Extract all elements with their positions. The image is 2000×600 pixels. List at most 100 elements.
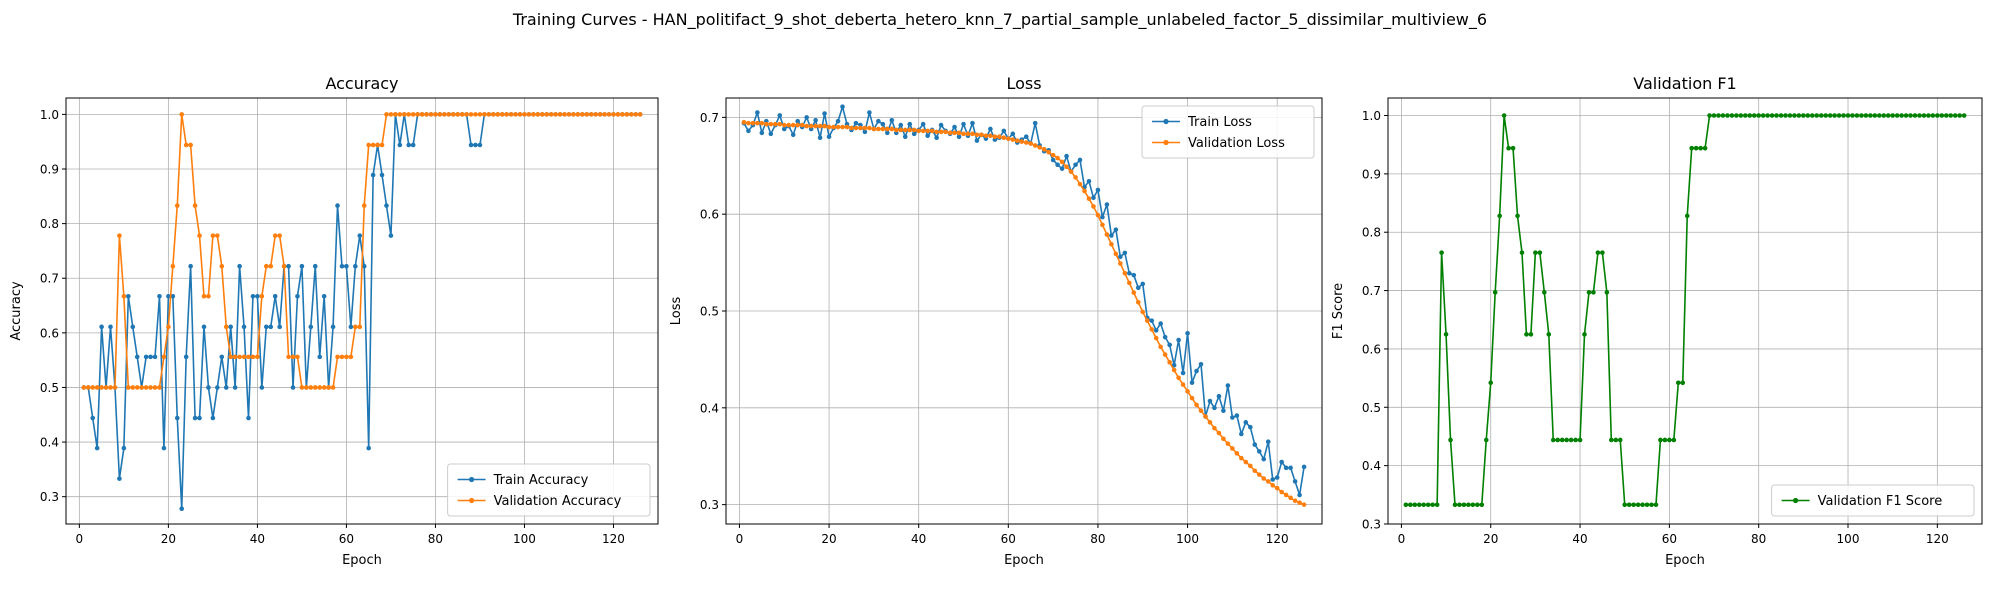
validation-f1-score-point (1430, 502, 1435, 508)
validation-f1-score-point (1475, 502, 1480, 508)
validation-loss-point (1176, 375, 1181, 381)
validation-f1-score-point (1515, 213, 1520, 219)
validation-accuracy-point (593, 112, 598, 117)
validation-f1-score-point (1729, 113, 1735, 118)
validation-f1-score-point (1926, 113, 1931, 118)
validation-accuracy-point (393, 112, 398, 117)
validation-f1-score-point (1742, 113, 1748, 118)
validation-f1-score-point (1885, 113, 1891, 118)
validation-loss-point (1131, 290, 1137, 295)
validation-loss-point (1050, 152, 1056, 158)
train-accuracy-point (264, 324, 269, 330)
train-accuracy-point (166, 293, 171, 299)
validation-accuracy-point (121, 293, 127, 299)
validation-loss-point (871, 126, 877, 132)
validation-accuracy-point (370, 142, 376, 148)
validation-f1-x-tick-label: 120 (1926, 532, 1949, 546)
validation-accuracy-point (553, 112, 558, 117)
validation-f1-score-point (1577, 437, 1583, 443)
train-accuracy-point (201, 324, 207, 330)
validation-f1-score-point (1408, 502, 1413, 508)
validation-f1-score-point (1872, 113, 1878, 118)
validation-loss-point (1010, 137, 1016, 142)
validation-accuracy-point (335, 354, 340, 360)
validation-accuracy-point (628, 112, 634, 117)
validation-f1-x-tick-label: 60 (1662, 532, 1677, 546)
accuracy-x-tick-label: 0 (76, 532, 84, 546)
train-accuracy-point (272, 293, 278, 299)
validation-accuracy-point (499, 112, 505, 117)
accuracy-x-axis-label: Epoch (342, 553, 382, 568)
train-loss-point (817, 135, 823, 140)
validation-accuracy-point (548, 112, 554, 117)
validation-f1-score-point (1622, 502, 1628, 508)
validation-accuracy-point (615, 112, 621, 117)
train-accuracy-point (126, 293, 131, 299)
validation-f1-panel: Validation F1 0 20 40 60 80 100 120 0.3 0.4 0.5 0.6… (1331, 74, 1983, 568)
validation-f1-score-point (1908, 113, 1913, 118)
validation-loss-point (790, 122, 796, 128)
train-loss-point (1023, 134, 1029, 140)
validation-f1-score-point (1416, 502, 1422, 508)
validation-f1-score-point (1671, 437, 1677, 443)
validation-accuracy-point (201, 293, 207, 299)
validation-accuracy-point (597, 112, 603, 117)
loss-x-tick-label: 80 (1090, 532, 1105, 546)
validation-f1-score-point (1689, 145, 1694, 151)
validation-loss-point (1149, 327, 1155, 332)
validation-loss-point (1153, 335, 1159, 341)
validation-loss-point (840, 124, 845, 130)
validation-f1-x-axis-label: Epoch (1665, 553, 1705, 568)
train-loss-point (1216, 393, 1222, 399)
validation-loss-point (943, 129, 948, 135)
train-loss-point (1194, 368, 1199, 374)
validation-loss-point (988, 133, 993, 139)
validation-f1-score-point (1421, 502, 1427, 508)
accuracy-panel: Accuracy 0 20 40 60 80 100 120 0.3 0.4 0.5 0.6 0.7 0.… (9, 74, 659, 568)
validation-loss-point (1203, 414, 1208, 419)
validation-f1-x-tick-label: 20 (1483, 532, 1498, 546)
validation-f1-score-point (1930, 113, 1936, 118)
validation-f1-y-tick-label: 1.0 (1362, 109, 1381, 123)
validation-f1-score-point (1439, 250, 1444, 255)
validation-loss-point (1091, 204, 1096, 209)
accuracy-y-tick-label: 1.0 (40, 108, 59, 122)
validation-loss-point (992, 134, 998, 140)
train-loss-point (889, 117, 895, 123)
validation-loss-point (862, 125, 868, 131)
validation-f1-score-point (1725, 113, 1730, 118)
validation-loss-point (1028, 141, 1034, 146)
loss-x-tick-label: 40 (911, 532, 926, 546)
validation-accuracy-point (317, 385, 323, 390)
validation-f1-score-point (1412, 502, 1418, 508)
validation-accuracy-point (633, 112, 639, 117)
validation-loss-point (844, 124, 850, 130)
validation-loss-point (1274, 485, 1280, 491)
validation-loss-point (1113, 251, 1119, 257)
train-loss-point (911, 131, 917, 137)
validation-f1-score-point (1702, 145, 1708, 151)
validation-f1-score-point (1845, 113, 1851, 118)
train-accuracy-point (335, 203, 340, 208)
validation-loss-point (1073, 175, 1078, 180)
train-loss-point (1252, 442, 1258, 447)
train-loss-point (920, 121, 926, 127)
validation-accuracy-point (344, 354, 349, 360)
validation-loss-point (1001, 135, 1007, 140)
train-loss-point (1149, 318, 1155, 323)
train-accuracy-point (179, 506, 185, 512)
accuracy-y-axis-label: Accuracy (9, 281, 24, 341)
validation-accuracy-point (272, 233, 278, 238)
train-loss-point (1010, 131, 1016, 137)
train-loss-point (1185, 330, 1190, 336)
train-loss-point (898, 122, 904, 128)
train-accuracy-point (188, 263, 193, 269)
validation-f1-score-point (1778, 113, 1784, 118)
validation-f1-score-point (1613, 437, 1619, 443)
train-loss-point (885, 130, 890, 136)
train-accuracy-point (286, 263, 291, 269)
train-accuracy-point (361, 263, 367, 269)
train-loss-point (1091, 195, 1096, 201)
validation-accuracy-point (281, 263, 287, 269)
validation-f1-score-point (1890, 113, 1895, 118)
